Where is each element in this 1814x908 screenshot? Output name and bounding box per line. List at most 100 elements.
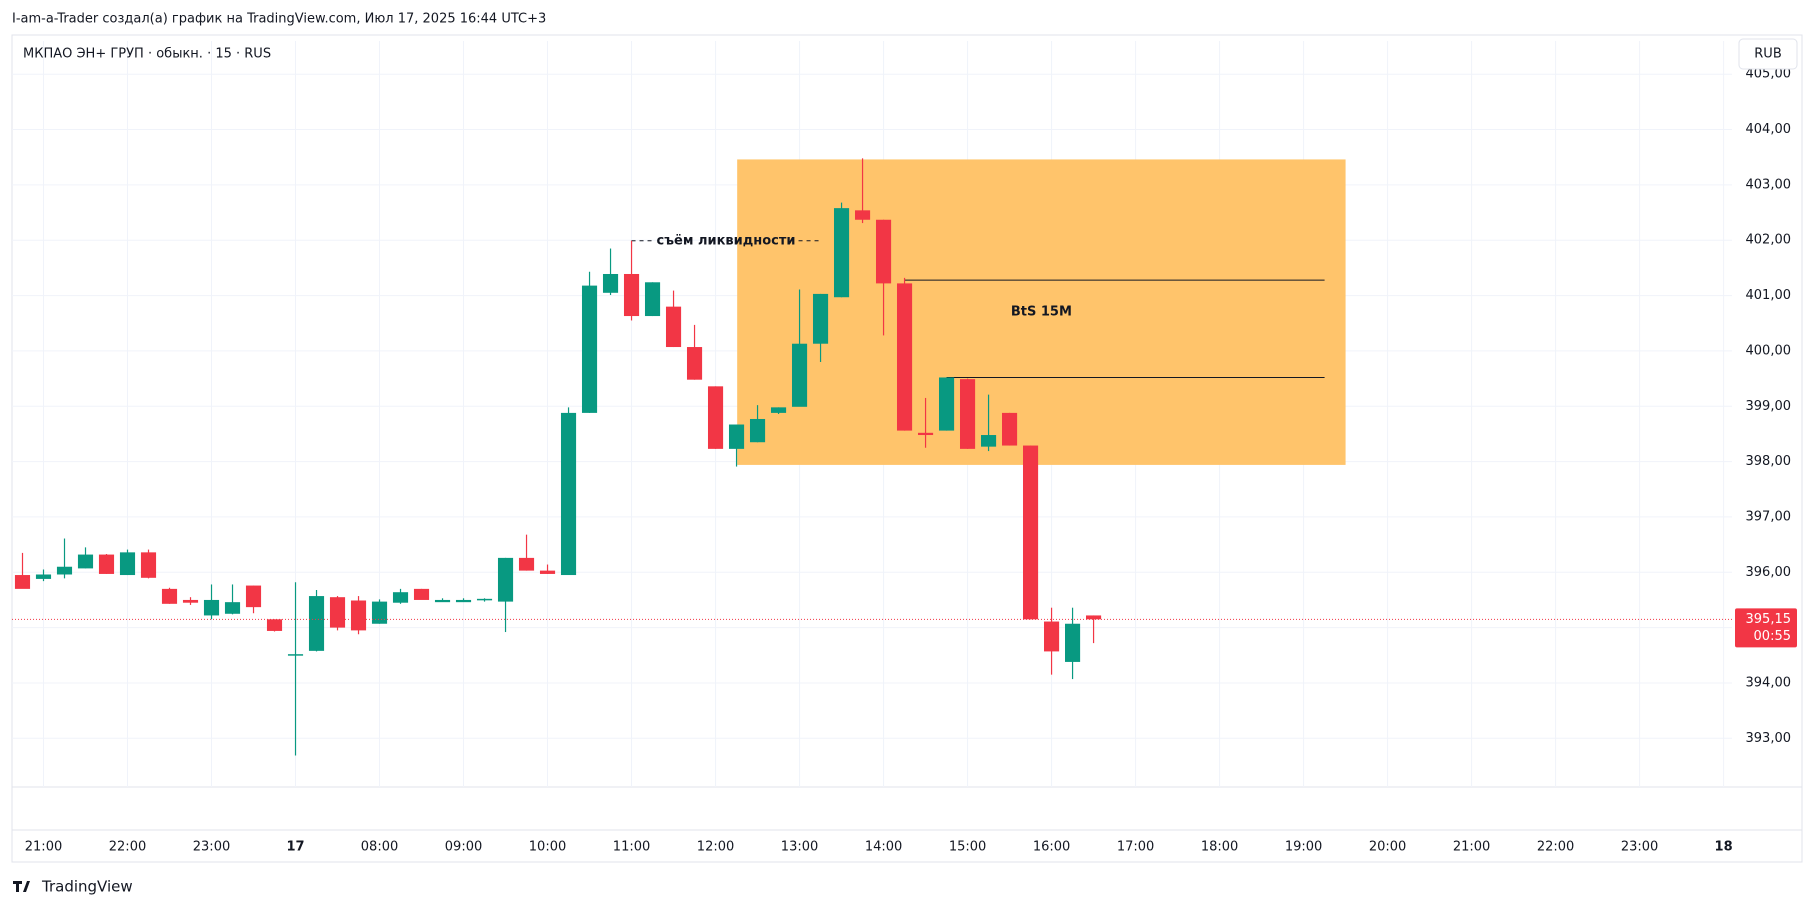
candle-body xyxy=(392,592,409,603)
candle-body xyxy=(413,588,430,600)
y-tick-label: 394,00 xyxy=(1746,675,1792,690)
credit: I-am-a-Trader создал(а) график на Tradin… xyxy=(12,12,546,27)
x-tick-label: 13:00 xyxy=(781,840,818,855)
x-tick-label: 09:00 xyxy=(445,840,482,855)
candle-body xyxy=(560,412,577,576)
candle-body xyxy=(791,343,808,407)
candle-body xyxy=(959,379,976,449)
x-tick-label: 21:00 xyxy=(25,840,62,855)
y-tick-label: 401,00 xyxy=(1746,288,1792,303)
x-tick-label: 15:00 xyxy=(949,840,986,855)
logo-icon xyxy=(13,881,30,892)
candle-body xyxy=(455,599,472,603)
candle-body xyxy=(56,566,73,575)
candle-body xyxy=(224,602,241,614)
candle-body xyxy=(770,407,787,413)
candle-body xyxy=(119,552,136,576)
annotation-text: съём ликвидности xyxy=(657,233,796,248)
y-tick-label: 396,00 xyxy=(1746,565,1792,580)
candle-body xyxy=(581,285,598,413)
candle-body xyxy=(1086,615,1102,620)
candle-body xyxy=(35,574,52,579)
candle-body xyxy=(938,377,955,431)
candle-body xyxy=(371,601,388,624)
y-tick-label: 397,00 xyxy=(1746,509,1792,524)
x-tick-label: 12:00 xyxy=(697,840,734,855)
candle-body xyxy=(833,208,850,298)
candle-body xyxy=(203,599,220,616)
candle-body xyxy=(602,273,619,293)
y-tick-label: 400,00 xyxy=(1746,343,1792,358)
candle-body xyxy=(686,347,703,380)
x-tick-label: 14:00 xyxy=(865,840,902,855)
candle-body xyxy=(1001,412,1018,446)
candle-body xyxy=(539,570,556,574)
candle-body xyxy=(1022,445,1039,620)
symbol: МКПАО ЭН+ ГРУП · обыкн. · 15 · RUS xyxy=(23,47,271,62)
candles xyxy=(14,158,1102,756)
candle-body xyxy=(728,424,745,449)
candle-body xyxy=(161,588,178,604)
candle-body xyxy=(497,557,514,602)
candle-body xyxy=(182,599,199,603)
candle-body xyxy=(1044,621,1060,652)
candle-body xyxy=(476,598,493,601)
countdown: 00:55 xyxy=(1754,629,1791,644)
candle-body xyxy=(812,293,829,344)
last-price-label: 395,15 xyxy=(1746,612,1792,627)
candle-body xyxy=(287,654,304,656)
y-tick-label: 404,00 xyxy=(1746,122,1792,137)
x-tick-label: 17 xyxy=(286,840,304,855)
x-tick-label: 18:00 xyxy=(1201,840,1238,855)
candle-body xyxy=(329,597,346,628)
candle-body xyxy=(77,554,94,569)
candle-body xyxy=(875,219,892,284)
candle-body xyxy=(350,600,367,631)
candle-body xyxy=(266,619,283,631)
candle-body xyxy=(980,435,997,447)
frame xyxy=(11,34,1803,863)
candle-body xyxy=(434,599,451,603)
x-tick-label: 23:00 xyxy=(193,840,230,855)
labels: 393,00394,00395,00396,00397,00398,00399,… xyxy=(12,67,1797,855)
candle-body xyxy=(896,283,913,431)
candle-body xyxy=(644,282,661,317)
logo: TradingView xyxy=(41,878,133,896)
zone-label: BtS 15M xyxy=(1011,305,1072,320)
x-tick-label: 23:00 xyxy=(1621,840,1658,855)
currency-button[interactable] xyxy=(1738,38,1798,70)
x-tick-label: 18 xyxy=(1715,840,1733,855)
x-tick-label: 22:00 xyxy=(109,840,146,855)
x-tick-label: 22:00 xyxy=(1537,840,1574,855)
y-tick-label: 403,00 xyxy=(1746,177,1792,192)
last-price-box xyxy=(1735,608,1797,648)
x-tick-label: 17:00 xyxy=(1117,840,1154,855)
candle-body xyxy=(245,585,262,608)
candle-body xyxy=(665,306,682,348)
y-tick-label: 393,00 xyxy=(1746,731,1792,746)
x-tick-label: 11:00 xyxy=(613,840,650,855)
candle-body xyxy=(1065,623,1081,662)
candle-body xyxy=(308,596,325,651)
candle-body xyxy=(707,386,724,449)
candle-body xyxy=(917,432,934,436)
x-tick-label: 20:00 xyxy=(1369,840,1406,855)
currency[interactable]: RUB xyxy=(1754,47,1781,62)
candle-body xyxy=(14,575,31,589)
x-tick-label: 19:00 xyxy=(1285,840,1322,855)
x-tick-label: 21:00 xyxy=(1453,840,1490,855)
x-tick-label: 16:00 xyxy=(1033,840,1070,855)
candle-body xyxy=(623,273,640,317)
y-tick-label: 405,00 xyxy=(1746,67,1792,82)
candle-body xyxy=(854,210,871,220)
y-tick-label: 402,00 xyxy=(1746,233,1792,248)
candle-body xyxy=(749,418,766,443)
x-tick-label: 08:00 xyxy=(361,840,398,855)
candle-body xyxy=(140,552,157,578)
y-tick-label: 398,00 xyxy=(1746,454,1792,469)
x-tick-label: 10:00 xyxy=(529,840,566,855)
candle-body xyxy=(518,557,535,571)
candle-body xyxy=(98,554,115,574)
